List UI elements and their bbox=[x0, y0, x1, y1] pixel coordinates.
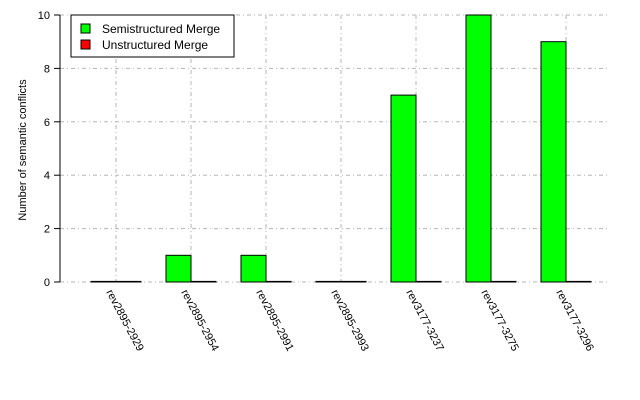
legend-swatch-semistructured bbox=[80, 23, 91, 34]
bar-semistructured-3 bbox=[315, 280, 342, 283]
bar-semistructured-5 bbox=[465, 14, 492, 283]
bar-unstructured-2 bbox=[265, 280, 292, 283]
bar-unstructured-1 bbox=[190, 280, 217, 283]
x-tick-label-4: rev3177-3237 bbox=[403, 288, 445, 354]
bar-semistructured-4 bbox=[390, 94, 417, 283]
bar-semistructured-6 bbox=[540, 41, 567, 283]
x-tick-label-5: rev3177-3275 bbox=[478, 288, 520, 354]
legend-label-unstructured: Unstructured Merge bbox=[102, 38, 208, 52]
legend-swatch-unstructured bbox=[80, 39, 91, 50]
y-tick-label-4: 8 bbox=[44, 63, 50, 75]
bar-semistructured-2 bbox=[240, 254, 267, 283]
x-axis-labels: rev2895-2929 rev2895-2954 rev2895-2991 rev2… bbox=[103, 288, 595, 354]
x-tick-label-0: rev2895-2929 bbox=[103, 288, 145, 354]
y-tick-label-5: 10 bbox=[38, 10, 50, 22]
y-tick-label-3: 6 bbox=[44, 117, 50, 129]
legend-box bbox=[70, 14, 235, 58]
bar-semistructured-1 bbox=[165, 254, 192, 283]
bar-unstructured-4 bbox=[415, 280, 442, 283]
x-tick-label-3: rev2895-2993 bbox=[328, 288, 370, 354]
bar-semistructured-0 bbox=[90, 280, 117, 283]
y-tick-label-0: 0 bbox=[44, 277, 50, 289]
x-tick-label-2: rev2895-2991 bbox=[253, 288, 295, 354]
y-tick-label-1: 2 bbox=[44, 224, 50, 236]
bar-unstructured-6 bbox=[565, 280, 592, 283]
y-tick-label-2: 4 bbox=[44, 170, 50, 182]
x-tick-label-1: rev2895-2954 bbox=[178, 288, 220, 354]
bar-unstructured-3 bbox=[340, 280, 367, 283]
x-tick-label-6: rev3177-3296 bbox=[553, 288, 595, 354]
y-axis-title: Number of semantic conflicts bbox=[17, 79, 29, 221]
legend-label-semistructured: Semistructured Merge bbox=[102, 22, 220, 36]
y-axis: 0 2 4 6 8 10 bbox=[38, 10, 61, 289]
bar-unstructured-5 bbox=[490, 280, 517, 283]
bars bbox=[90, 14, 592, 283]
bar-unstructured-0 bbox=[115, 280, 142, 283]
legend: Semistructured Merge Unstructured Merge bbox=[70, 14, 235, 58]
